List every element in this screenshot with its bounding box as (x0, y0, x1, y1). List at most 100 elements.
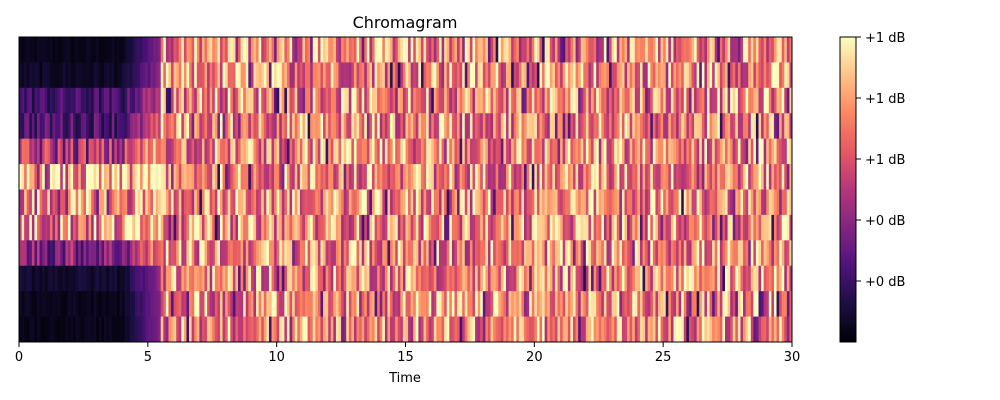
heatmap-cell (346, 214, 350, 241)
heatmap-cell (616, 240, 620, 267)
heatmap-cell (222, 87, 226, 114)
heatmap-cell (253, 265, 257, 292)
heatmap-cell (134, 265, 138, 292)
heatmap-cell (449, 87, 453, 114)
heatmap-cell (624, 164, 628, 190)
heatmap-cell (217, 189, 221, 216)
heatmap-cell (498, 37, 502, 63)
heatmap-cell (668, 62, 672, 89)
heatmap-cell (320, 240, 324, 267)
heatmap-cell (21, 316, 25, 343)
heatmap-cell (766, 291, 770, 317)
heatmap-cell (315, 214, 319, 241)
heatmap-cell (78, 265, 82, 292)
heatmap-cell (217, 214, 221, 241)
heatmap-cell (557, 291, 561, 317)
heatmap-cell (364, 316, 368, 343)
heatmap-cell (694, 62, 698, 89)
heatmap-cell (449, 316, 453, 343)
heatmap-cell (384, 37, 388, 63)
heatmap-cell (676, 138, 680, 165)
heatmap-cell (271, 265, 275, 292)
heatmap-cell (493, 62, 497, 89)
heatmap-cell (784, 87, 788, 114)
heatmap-cell (598, 62, 602, 89)
heatmap-cell (536, 189, 540, 216)
heatmap-cell (392, 62, 396, 89)
heatmap-cell (418, 316, 422, 343)
heatmap-cell (65, 37, 69, 63)
heatmap-cell (712, 214, 716, 241)
heatmap-cell (328, 87, 332, 114)
heatmap-cell (547, 240, 551, 267)
heatmap-cell (588, 138, 592, 165)
heatmap-cell (415, 113, 419, 140)
heatmap-cell (464, 138, 468, 165)
heatmap-cell (652, 113, 656, 140)
heatmap-cell (60, 164, 64, 190)
heatmap-cell (348, 316, 352, 343)
heatmap-cell (632, 164, 636, 190)
heatmap-cell (565, 214, 569, 241)
heatmap-cell (614, 138, 618, 165)
heatmap-cell (402, 240, 406, 267)
heatmap-cell (663, 189, 667, 216)
heatmap-cell (436, 62, 440, 89)
heatmap-cell (194, 291, 198, 317)
heatmap-cell (145, 37, 149, 63)
heatmap-cell (328, 189, 332, 216)
heatmap-cell (214, 113, 218, 140)
heatmap-cell (232, 265, 236, 292)
heatmap-cell (449, 189, 453, 216)
heatmap-cell (402, 62, 406, 89)
heatmap-cell (83, 265, 87, 292)
heatmap-cell (449, 265, 453, 292)
heatmap-cell (439, 240, 442, 267)
heatmap-cell (75, 265, 79, 292)
heatmap-cell (266, 316, 270, 343)
heatmap-cell (786, 291, 790, 317)
heatmap-cell (647, 87, 651, 114)
heatmap-cell (493, 37, 497, 63)
heatmap-cell (60, 62, 64, 89)
heatmap-cell (634, 87, 638, 114)
heatmap-cell (755, 113, 759, 140)
heatmap-cell (596, 87, 600, 114)
heatmap-cell (91, 164, 95, 190)
heatmap-cell (263, 87, 267, 114)
heatmap-cell (364, 62, 368, 89)
heatmap-cell (276, 164, 280, 190)
heatmap-cell (353, 37, 357, 63)
heatmap-cell (294, 37, 298, 63)
heatmap-cell (29, 113, 33, 140)
heatmap-cell (477, 113, 481, 140)
heatmap-cell (289, 62, 293, 89)
heatmap-cell (160, 164, 164, 190)
heatmap-cell (485, 291, 489, 317)
heatmap-cell (49, 240, 53, 267)
heatmap-cell (761, 113, 765, 140)
heatmap-cell (158, 265, 162, 292)
heatmap-cell (227, 316, 231, 343)
heatmap-cell (431, 316, 435, 343)
heatmap-cell (526, 37, 530, 63)
heatmap-cell (505, 240, 509, 267)
heatmap-cell (55, 37, 59, 63)
heatmap-cell (498, 164, 502, 190)
heatmap-cell (786, 87, 790, 114)
heatmap-cell (750, 62, 754, 89)
heatmap-cell (400, 138, 404, 165)
heatmap-cell (575, 189, 579, 216)
heatmap-cell (88, 291, 92, 317)
heatmap-cell (459, 138, 463, 165)
heatmap-cell (312, 113, 316, 140)
heatmap-cell (572, 189, 576, 216)
heatmap-cell (199, 138, 203, 165)
heatmap-cell (37, 113, 41, 140)
heatmap-cell (44, 138, 48, 165)
heatmap-cell (201, 62, 205, 89)
heatmap-cell (227, 138, 231, 165)
heatmap-cell (433, 164, 437, 190)
heatmap-cell (410, 316, 414, 343)
heatmap-cell (124, 316, 128, 343)
